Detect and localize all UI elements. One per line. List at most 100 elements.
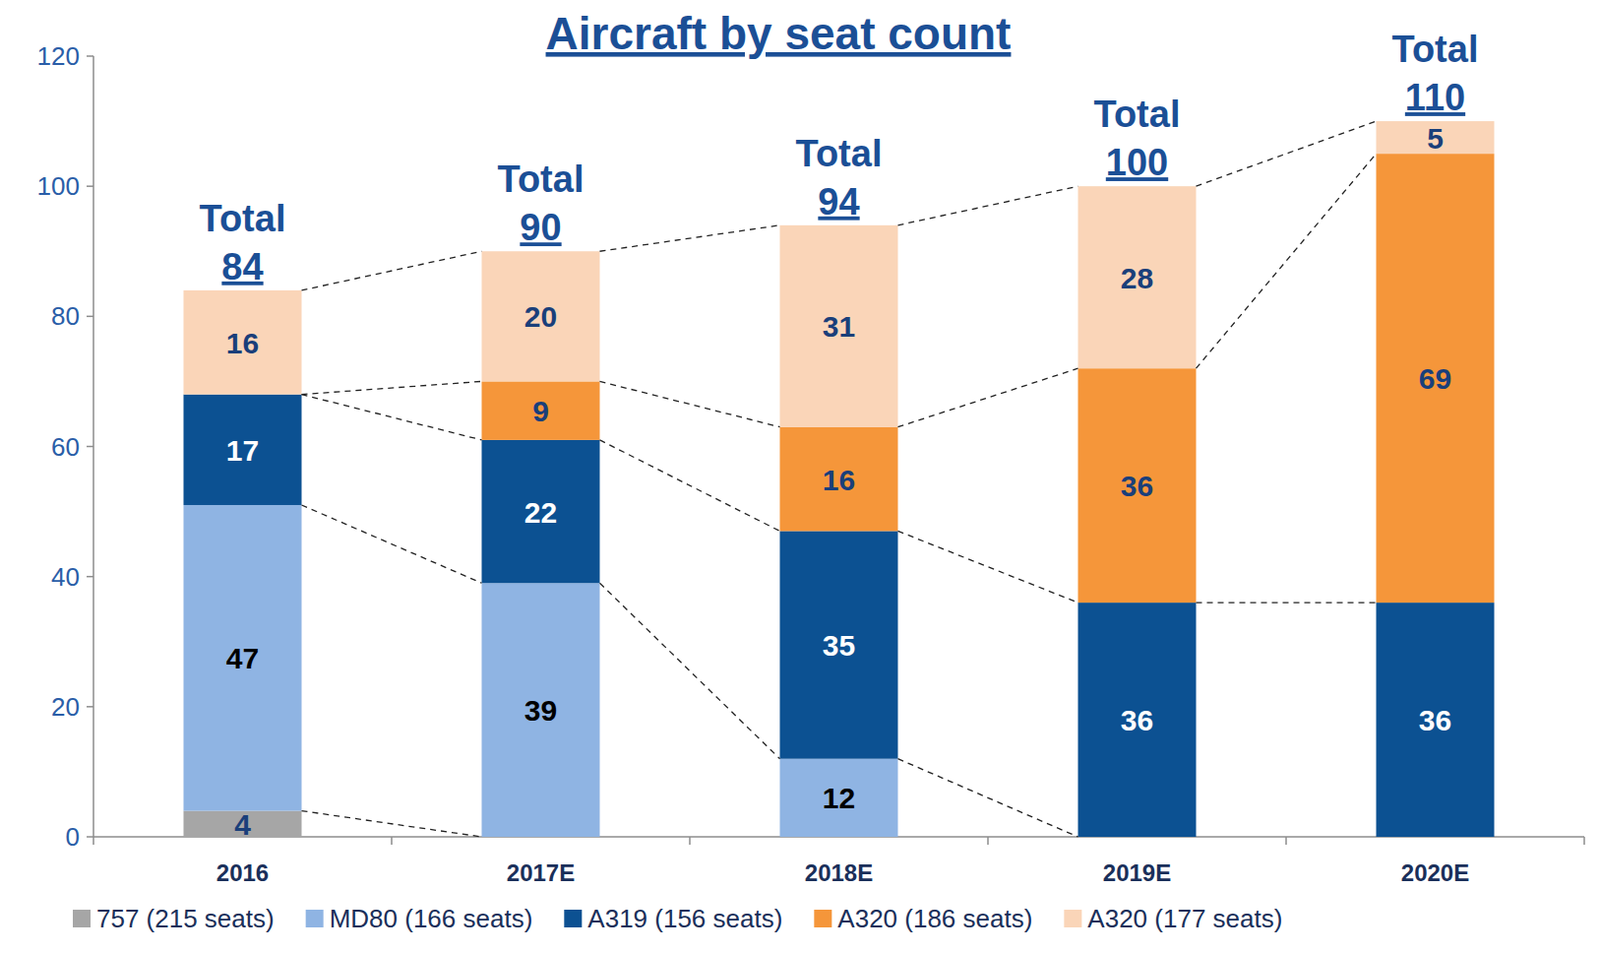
x-tick-label: 2017E [506,859,575,886]
data-label: 35 [822,628,856,662]
connectors [302,121,1377,837]
bar-segment [1078,368,1197,603]
data-label: 16 [226,326,259,360]
total-label: Total [796,132,883,175]
connector [302,810,483,837]
connector [898,758,1079,837]
total-label: Total [1094,93,1181,135]
total-value: 110 [1405,76,1466,119]
y-tick [86,55,94,58]
bar-segment [780,530,899,758]
bar-segment [1376,121,1495,154]
x-tick [1285,836,1288,845]
legend-label: 757 (215 seats) [96,903,275,933]
x-tick-label: 2018E [804,859,873,886]
bar-segment [184,290,303,395]
x-tick-label: 2020E [1401,859,1470,886]
x-tick-label: 2019E [1103,859,1171,886]
bars [184,121,1495,837]
total-value: 90 [519,206,561,248]
data-label: 22 [524,495,557,529]
connector [302,504,483,583]
bar-segment [482,250,601,381]
x-tick [390,836,393,845]
legend-label: A320 (177 seats) [1087,903,1283,933]
y-tick [86,184,94,187]
connector [600,225,781,251]
bar-segment [482,380,601,439]
y-tick [86,445,94,448]
data-label: 28 [1120,261,1154,295]
legend-label: MD80 (166 seats) [329,903,534,933]
y-tick [86,835,94,838]
bar-segment [184,504,303,811]
connector [1196,121,1377,186]
bar-segment [780,427,899,532]
connector [302,250,483,291]
data-label: 9 [532,394,550,428]
total-label: Total [199,197,287,240]
bar-segment [780,758,899,837]
total-value: 100 [1106,141,1169,184]
bar-segment [184,394,303,505]
data-label: 12 [822,781,856,814]
connector [600,380,781,427]
connector [600,439,781,532]
data-label: 16 [822,463,856,496]
legend-swatch [1063,909,1082,927]
legend-swatch [563,909,582,927]
connector [1196,601,1377,603]
connector [898,530,1079,603]
total-label: Total [497,158,585,200]
data-label: 17 [226,433,259,467]
y-tick [86,575,94,578]
total-value: 84 [221,246,263,288]
chart: Aircraft by seat count020406080100120201… [0,0,1600,953]
connector [898,368,1079,427]
bar-segment [1376,602,1495,837]
title: Aircraft by seat count [546,7,1012,60]
x-tick-label: 2016 [216,859,269,886]
data-label: 20 [524,300,557,333]
bar-segment [482,582,601,837]
y-tick-label: 20 [51,691,80,722]
legend-swatch [306,909,324,927]
data-label: 39 [524,693,557,727]
y-tick [86,705,94,708]
data-label: 69 [1418,362,1452,395]
y-tick [86,315,94,318]
legend-label: A320 (186 seats) [837,903,1033,933]
data-label: 36 [1120,703,1154,737]
x-tick [1583,836,1586,845]
connector [1196,153,1377,369]
data-label: 4 [234,807,251,841]
y-tick-label: 100 [37,171,80,201]
bar-segment [482,439,601,583]
y-tick-label: 0 [65,821,80,852]
labels: 447171639229201235163136362836695Total84… [199,28,1479,841]
bar-segment [1078,602,1197,837]
total-label: Total [1392,28,1479,70]
bar-segment [780,225,899,428]
y-tick-label: 120 [37,41,80,71]
total-value: 94 [817,181,860,223]
x-tick [92,836,95,845]
legend: 757 (215 seats) MD80 (166 seats) A319 (156… [72,903,1283,933]
y-tick-label: 40 [51,561,80,592]
bar-segment [1078,185,1197,369]
legend-label: A319 (156 seats) [587,903,783,933]
data-label: 47 [226,641,259,675]
y-tick-label: 80 [51,301,80,331]
x-tick [688,836,691,845]
bar-segment [1376,153,1495,603]
connector [898,185,1079,226]
connector [302,394,483,440]
data-label: 5 [1426,122,1444,155]
legend-swatch [813,909,832,927]
y-tick-label: 60 [51,431,80,462]
data-label: 36 [1120,469,1154,502]
connector [302,380,483,394]
connector [600,582,781,758]
data-label: 36 [1418,703,1452,737]
legend-swatch [72,909,91,927]
